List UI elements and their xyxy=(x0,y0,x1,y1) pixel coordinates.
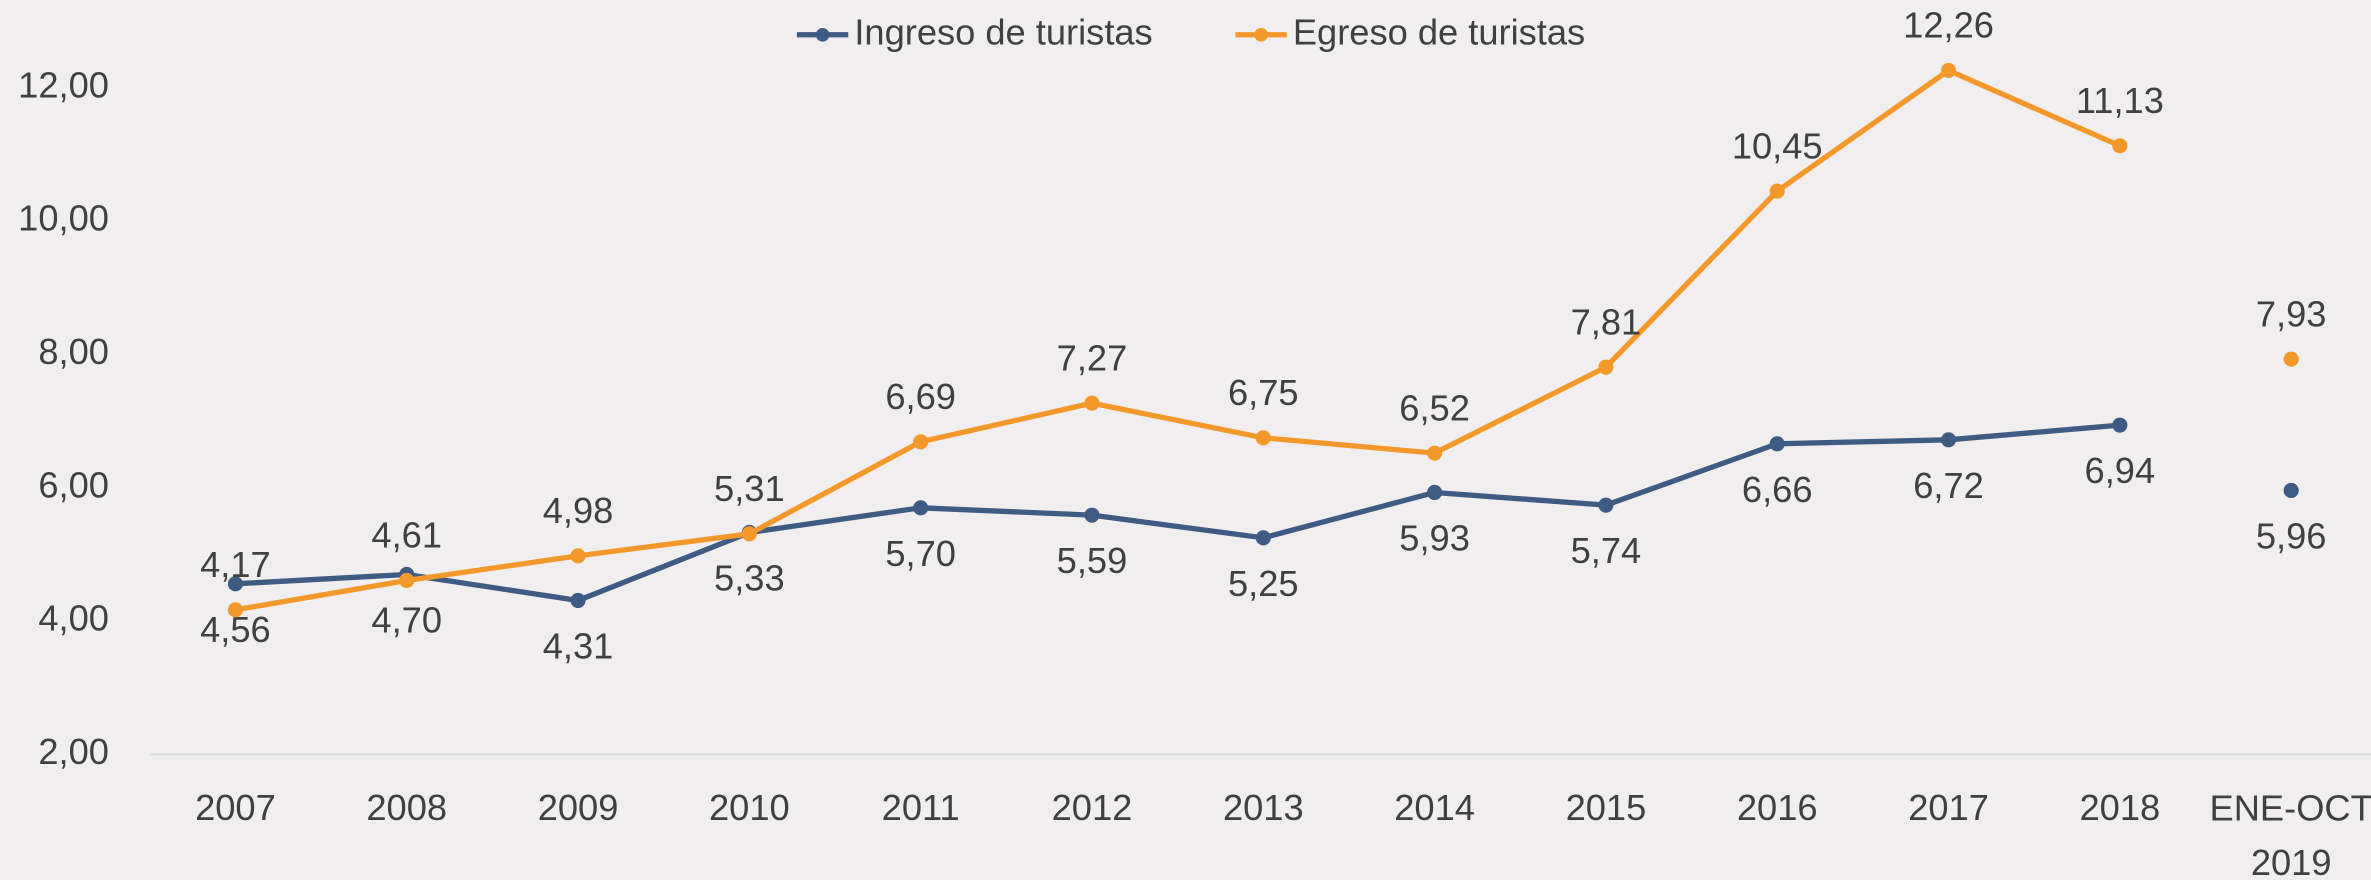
data-label: 6,94 xyxy=(2085,450,2156,491)
data-point xyxy=(913,434,929,450)
data-label: 6,72 xyxy=(1913,465,1984,506)
data-label: 6,52 xyxy=(1399,387,1470,428)
data-label: 5,96 xyxy=(2256,515,2327,556)
data-label: 5,31 xyxy=(714,468,785,509)
data-label: 7,93 xyxy=(2256,293,2327,334)
y-tick-label: 6,00 xyxy=(38,464,109,505)
series-line xyxy=(234,67,2121,613)
data-point xyxy=(2283,351,2299,367)
data-label: 11,13 xyxy=(2076,80,2164,121)
series-line xyxy=(235,422,2121,604)
x-tick-label: 2017 xyxy=(1908,787,1989,828)
y-tick-label: 2,00 xyxy=(38,731,109,772)
x-tick-label: 2011 xyxy=(882,787,960,828)
x-tick-label: 2012 xyxy=(1052,787,1133,828)
y-tick-label: 12,00 xyxy=(18,64,109,105)
data-label: 12,26 xyxy=(1903,5,1994,46)
data-label: 6,66 xyxy=(1742,469,1813,510)
data-label: 5,70 xyxy=(885,533,956,574)
x-tick-label: 2009 xyxy=(538,787,619,828)
data-point xyxy=(741,526,757,542)
x-tick-label: 2007 xyxy=(195,787,276,828)
data-point xyxy=(570,592,586,609)
legend-marker xyxy=(815,27,830,42)
data-label: 5,59 xyxy=(1057,540,1128,581)
x-tick-label: 2013 xyxy=(1223,787,1304,828)
x-tick-label: 2018 xyxy=(2080,787,2161,828)
x-tick-label: 2010 xyxy=(709,787,790,828)
data-point xyxy=(1940,432,1957,448)
data-point xyxy=(2283,482,2299,499)
y-tick-label: 8,00 xyxy=(38,331,109,372)
data-label: 7,27 xyxy=(1057,337,1128,378)
data-label: 5,93 xyxy=(1399,517,1470,558)
x-tick-label: 2016 xyxy=(1737,787,1818,828)
data-point xyxy=(1084,507,1100,523)
data-point xyxy=(227,602,243,618)
data-point xyxy=(1598,359,1614,375)
data-point xyxy=(1255,430,1271,446)
data-point xyxy=(1427,484,1443,501)
data-label: 6,69 xyxy=(885,376,956,417)
data-label: 6,75 xyxy=(1228,372,1299,413)
data-point xyxy=(399,572,415,589)
x-tick-label: ENE-OCT 2019 xyxy=(2210,787,2371,880)
data-point xyxy=(1598,497,1614,513)
x-tick-label: 2015 xyxy=(1566,787,1647,828)
data-label: 4,70 xyxy=(371,599,442,640)
data-label: 4,98 xyxy=(543,490,614,531)
x-tick-label: 2014 xyxy=(1394,787,1475,828)
data-point xyxy=(570,548,586,564)
data-label: 5,74 xyxy=(1571,530,1642,571)
data-label: 5,25 xyxy=(1228,563,1299,604)
data-label: 4,17 xyxy=(200,544,271,585)
data-point xyxy=(1427,445,1443,461)
data-label: 10,45 xyxy=(1732,125,1823,166)
x-tick-label: 2008 xyxy=(366,787,447,828)
legend-label: Ingreso de turistas xyxy=(854,11,1152,52)
data-point xyxy=(1769,183,1785,199)
data-label: 4,61 xyxy=(371,515,442,556)
data-point xyxy=(1769,436,1785,452)
data-point xyxy=(227,576,243,592)
legend-marker xyxy=(1254,27,1268,42)
data-point xyxy=(1255,530,1271,546)
data-point xyxy=(913,500,929,516)
data-label: 5,33 xyxy=(714,557,785,598)
y-tick-label: 10,00 xyxy=(18,198,109,239)
data-point xyxy=(1940,62,1957,78)
data-point xyxy=(2112,417,2128,433)
data-point xyxy=(2112,138,2128,154)
legend-label: Egreso de turistas xyxy=(1293,11,1585,52)
data-point xyxy=(1084,395,1100,411)
data-label: 7,81 xyxy=(1571,301,1642,342)
y-tick-label: 4,00 xyxy=(38,598,109,639)
data-label: 4,31 xyxy=(543,625,614,666)
